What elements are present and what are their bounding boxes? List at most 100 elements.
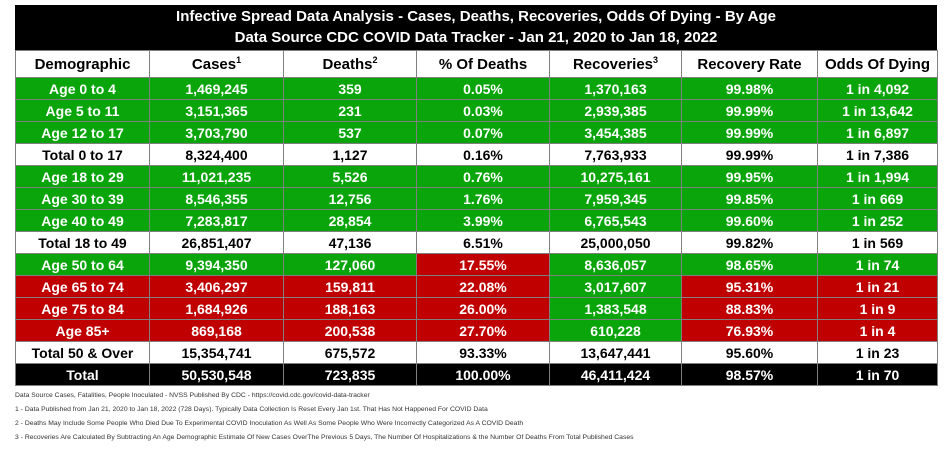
table-cell: 9,394,350: [149, 253, 284, 276]
footnotes: Data Source Cases, Fatalities, People In…: [15, 392, 937, 442]
column-header: Recovery Rate: [681, 50, 818, 78]
header-row: Demographic Cases1 Deaths2% Of Deaths Recov…: [15, 50, 938, 78]
table-row: Total 18 to 49 26,851,407 47,136 6.51% 25,00…: [15, 231, 938, 254]
table-cell: 1 in 74: [817, 253, 938, 276]
table-cell: Age 30 to 39: [15, 187, 150, 210]
table-cell: 1,469,245: [149, 77, 284, 100]
table-row: Age 0 to 4 1,469,245 359 0.05% 1,370,163 99.9…: [15, 77, 938, 100]
footnote-marker: 3: [653, 55, 659, 65]
table-cell: Age 0 to 4: [15, 77, 150, 100]
column-header-label: Cases: [191, 56, 237, 73]
table-cell: 99.99%: [681, 99, 818, 122]
table-cell: Total: [15, 363, 150, 386]
table-cell: 28,854: [283, 209, 417, 232]
column-header: Recoveries3: [549, 50, 682, 78]
table-cell: 99.98%: [681, 77, 818, 100]
table-cell: 98.65%: [681, 253, 818, 276]
table-cell: 5,526: [283, 165, 417, 188]
table-body: Age 0 to 4 1,469,245 359 0.05% 1,370,163 99.9…: [15, 77, 938, 386]
table-cell: 99.85%: [681, 187, 818, 210]
table-row: Age 12 to 17 3,703,790 537 0.07% 3,454,385 99…: [15, 121, 938, 144]
table-row: Age 5 to 11 3,151,365 231 0.03% 2,939,385 99.…: [15, 99, 938, 122]
table-cell: 17.55%: [416, 253, 550, 276]
footnote-marker: 1: [236, 55, 242, 65]
table-cell: 127,060: [283, 253, 417, 276]
table-cell: Age 85+: [15, 319, 150, 342]
table-cell: Age 75 to 84: [15, 297, 150, 320]
table-row: Age 50 to 64 9,394,350 127,060 17.55% 8,636,…: [15, 253, 938, 276]
table-cell: 610,228: [549, 319, 682, 342]
table-cell: 3.99%: [416, 209, 550, 232]
table-cell: 47,136: [283, 231, 417, 254]
table-cell: 93.33%: [416, 341, 550, 364]
table-cell: 675,572: [283, 341, 417, 364]
table-cell: 1 in 252: [817, 209, 938, 232]
table-row: Age 85+ 869,168 200,538 27.70% 610,228 76.93%…: [15, 319, 938, 342]
table-cell: 537: [283, 121, 417, 144]
table-cell: 0.76%: [416, 165, 550, 188]
table-cell: 27.70%: [416, 319, 550, 342]
table-row: Total 0 to 17 8,324,400 1,127 0.16% 7,763,93…: [15, 143, 938, 166]
table-cell: 0.16%: [416, 143, 550, 166]
table-cell: 7,763,933: [549, 143, 682, 166]
footnote-2: 2 - Deaths May Include Some People Who D…: [15, 420, 524, 427]
table-cell: 26,851,407: [149, 231, 284, 254]
table-cell: 0.07%: [416, 121, 550, 144]
table-subtitle: Data Source CDC COVID Data Tracker - Jan…: [234, 29, 718, 46]
table-cell: 1 in 7,386: [817, 143, 938, 166]
table-cell: 8,546,355: [149, 187, 284, 210]
table-cell: 12,756: [283, 187, 417, 210]
column-header: Cases1: [149, 50, 284, 78]
table-cell: 1 in 13,642: [817, 99, 938, 122]
table-cell: 159,811: [283, 275, 417, 298]
table-cell: 46,411,424: [549, 363, 682, 386]
table-cell: 1 in 669: [817, 187, 938, 210]
table-cell: 22.08%: [416, 275, 550, 298]
table-cell: 1 in 6,897: [817, 121, 938, 144]
table-cell: 13,647,441: [549, 341, 682, 364]
column-header: Deaths2: [283, 50, 417, 78]
footnote-3: 3 - Recoveries Are Calculated By Subtrac…: [15, 434, 634, 441]
column-header: Odds Of Dying: [817, 50, 938, 78]
table-cell: Age 18 to 29: [15, 165, 150, 188]
table-cell: 0.03%: [416, 99, 550, 122]
table-cell: 6,765,543: [549, 209, 682, 232]
table-cell: 1 in 23: [817, 341, 938, 364]
table-cell: 359: [283, 77, 417, 100]
table-cell: 1 in 9: [817, 297, 938, 320]
table-cell: 1 in 1,994: [817, 165, 938, 188]
table-cell: 1,383,548: [549, 297, 682, 320]
column-header-label: Recovery Rate: [697, 55, 802, 73]
column-header-label: % Of Deaths: [438, 55, 528, 73]
table-row: Age 40 to 49 7,283,817 28,854 3.99% 6,765,54…: [15, 209, 938, 232]
table-cell: Age 5 to 11: [15, 99, 150, 122]
table-cell: 8,324,400: [149, 143, 284, 166]
table-row: Age 65 to 74 3,406,297 159,811 22.08% 3,017,…: [15, 275, 938, 298]
table-cell: 188,163: [283, 297, 417, 320]
table-cell: 7,959,345: [549, 187, 682, 210]
table-cell: 10,275,161: [549, 165, 682, 188]
table-cell: Age 50 to 64: [15, 253, 150, 276]
table-row: Age 30 to 39 8,546,355 12,756 1.76% 7,959,34…: [15, 187, 938, 210]
table-cell: Age 65 to 74: [15, 275, 150, 298]
table-cell: 95.31%: [681, 275, 818, 298]
table-cell: 50,530,548: [149, 363, 284, 386]
table-cell: 1,370,163: [549, 77, 682, 100]
column-header-label: Deaths: [322, 56, 373, 73]
table-cell: 3,406,297: [149, 275, 284, 298]
data-table-sheet: Infective Spread Data Analysis - Cases, …: [15, 5, 938, 448]
table-cell: 1.76%: [416, 187, 550, 210]
table-cell: 0.05%: [416, 77, 550, 100]
table-cell: 99.82%: [681, 231, 818, 254]
table-cell: 11,021,235: [149, 165, 284, 188]
column-header-label: Recoveries: [572, 56, 654, 73]
table-cell: 99.60%: [681, 209, 818, 232]
covid-age-table: Demographic Cases1 Deaths2% Of Deaths Recov…: [15, 50, 938, 386]
table-cell: 1 in 569: [817, 231, 938, 254]
column-header: Demographic: [15, 50, 150, 78]
table-row: Total 50 & Over 15,354,741 675,572 93.33% 13…: [15, 341, 938, 364]
table-cell: 723,835: [283, 363, 417, 386]
table-cell: 1 in 21: [817, 275, 938, 298]
table-row: Age 18 to 29 11,021,235 5,526 0.76% 10,275,1…: [15, 165, 938, 188]
table-cell: 88.83%: [681, 297, 818, 320]
